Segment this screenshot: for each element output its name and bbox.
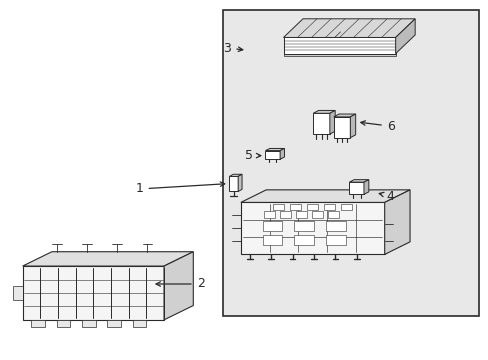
Text: 6: 6	[360, 120, 394, 133]
Polygon shape	[333, 117, 349, 138]
Polygon shape	[229, 174, 242, 176]
Bar	[296, 211, 306, 218]
Bar	[289, 204, 300, 211]
Polygon shape	[313, 113, 329, 134]
Text: 4: 4	[379, 190, 394, 203]
Bar	[57, 320, 70, 327]
Bar	[272, 204, 283, 211]
Polygon shape	[283, 19, 414, 37]
Polygon shape	[333, 114, 355, 117]
Polygon shape	[241, 202, 384, 255]
Polygon shape	[229, 176, 238, 192]
Polygon shape	[280, 148, 284, 159]
Polygon shape	[238, 174, 242, 192]
Polygon shape	[384, 190, 409, 255]
Bar	[262, 221, 282, 231]
Polygon shape	[313, 111, 334, 113]
Polygon shape	[329, 111, 334, 134]
Polygon shape	[265, 148, 284, 150]
Bar	[31, 320, 45, 327]
Bar	[325, 221, 345, 231]
Polygon shape	[363, 180, 368, 194]
Bar	[294, 235, 313, 246]
Polygon shape	[241, 190, 409, 202]
Bar	[325, 235, 345, 246]
Text: 5: 5	[245, 149, 260, 162]
Bar	[107, 320, 121, 327]
Bar	[328, 211, 338, 218]
Polygon shape	[349, 114, 355, 138]
Polygon shape	[283, 52, 395, 57]
Polygon shape	[348, 180, 368, 182]
Text: 1: 1	[136, 182, 224, 195]
Bar	[306, 204, 317, 211]
Polygon shape	[283, 37, 395, 54]
Bar	[262, 235, 282, 246]
Bar	[222, 10, 478, 316]
Polygon shape	[22, 266, 163, 320]
Bar	[264, 211, 274, 218]
Text: 2: 2	[156, 278, 204, 291]
Bar	[340, 204, 351, 211]
Polygon shape	[265, 150, 280, 159]
Polygon shape	[395, 19, 414, 54]
Polygon shape	[22, 252, 193, 266]
Text: 3: 3	[223, 41, 242, 54]
Polygon shape	[163, 252, 193, 320]
Bar	[280, 211, 290, 218]
Polygon shape	[348, 182, 363, 194]
Bar	[324, 204, 334, 211]
Bar	[13, 286, 22, 300]
Bar	[294, 221, 313, 231]
Bar	[133, 320, 146, 327]
Bar	[312, 211, 323, 218]
Bar	[82, 320, 96, 327]
